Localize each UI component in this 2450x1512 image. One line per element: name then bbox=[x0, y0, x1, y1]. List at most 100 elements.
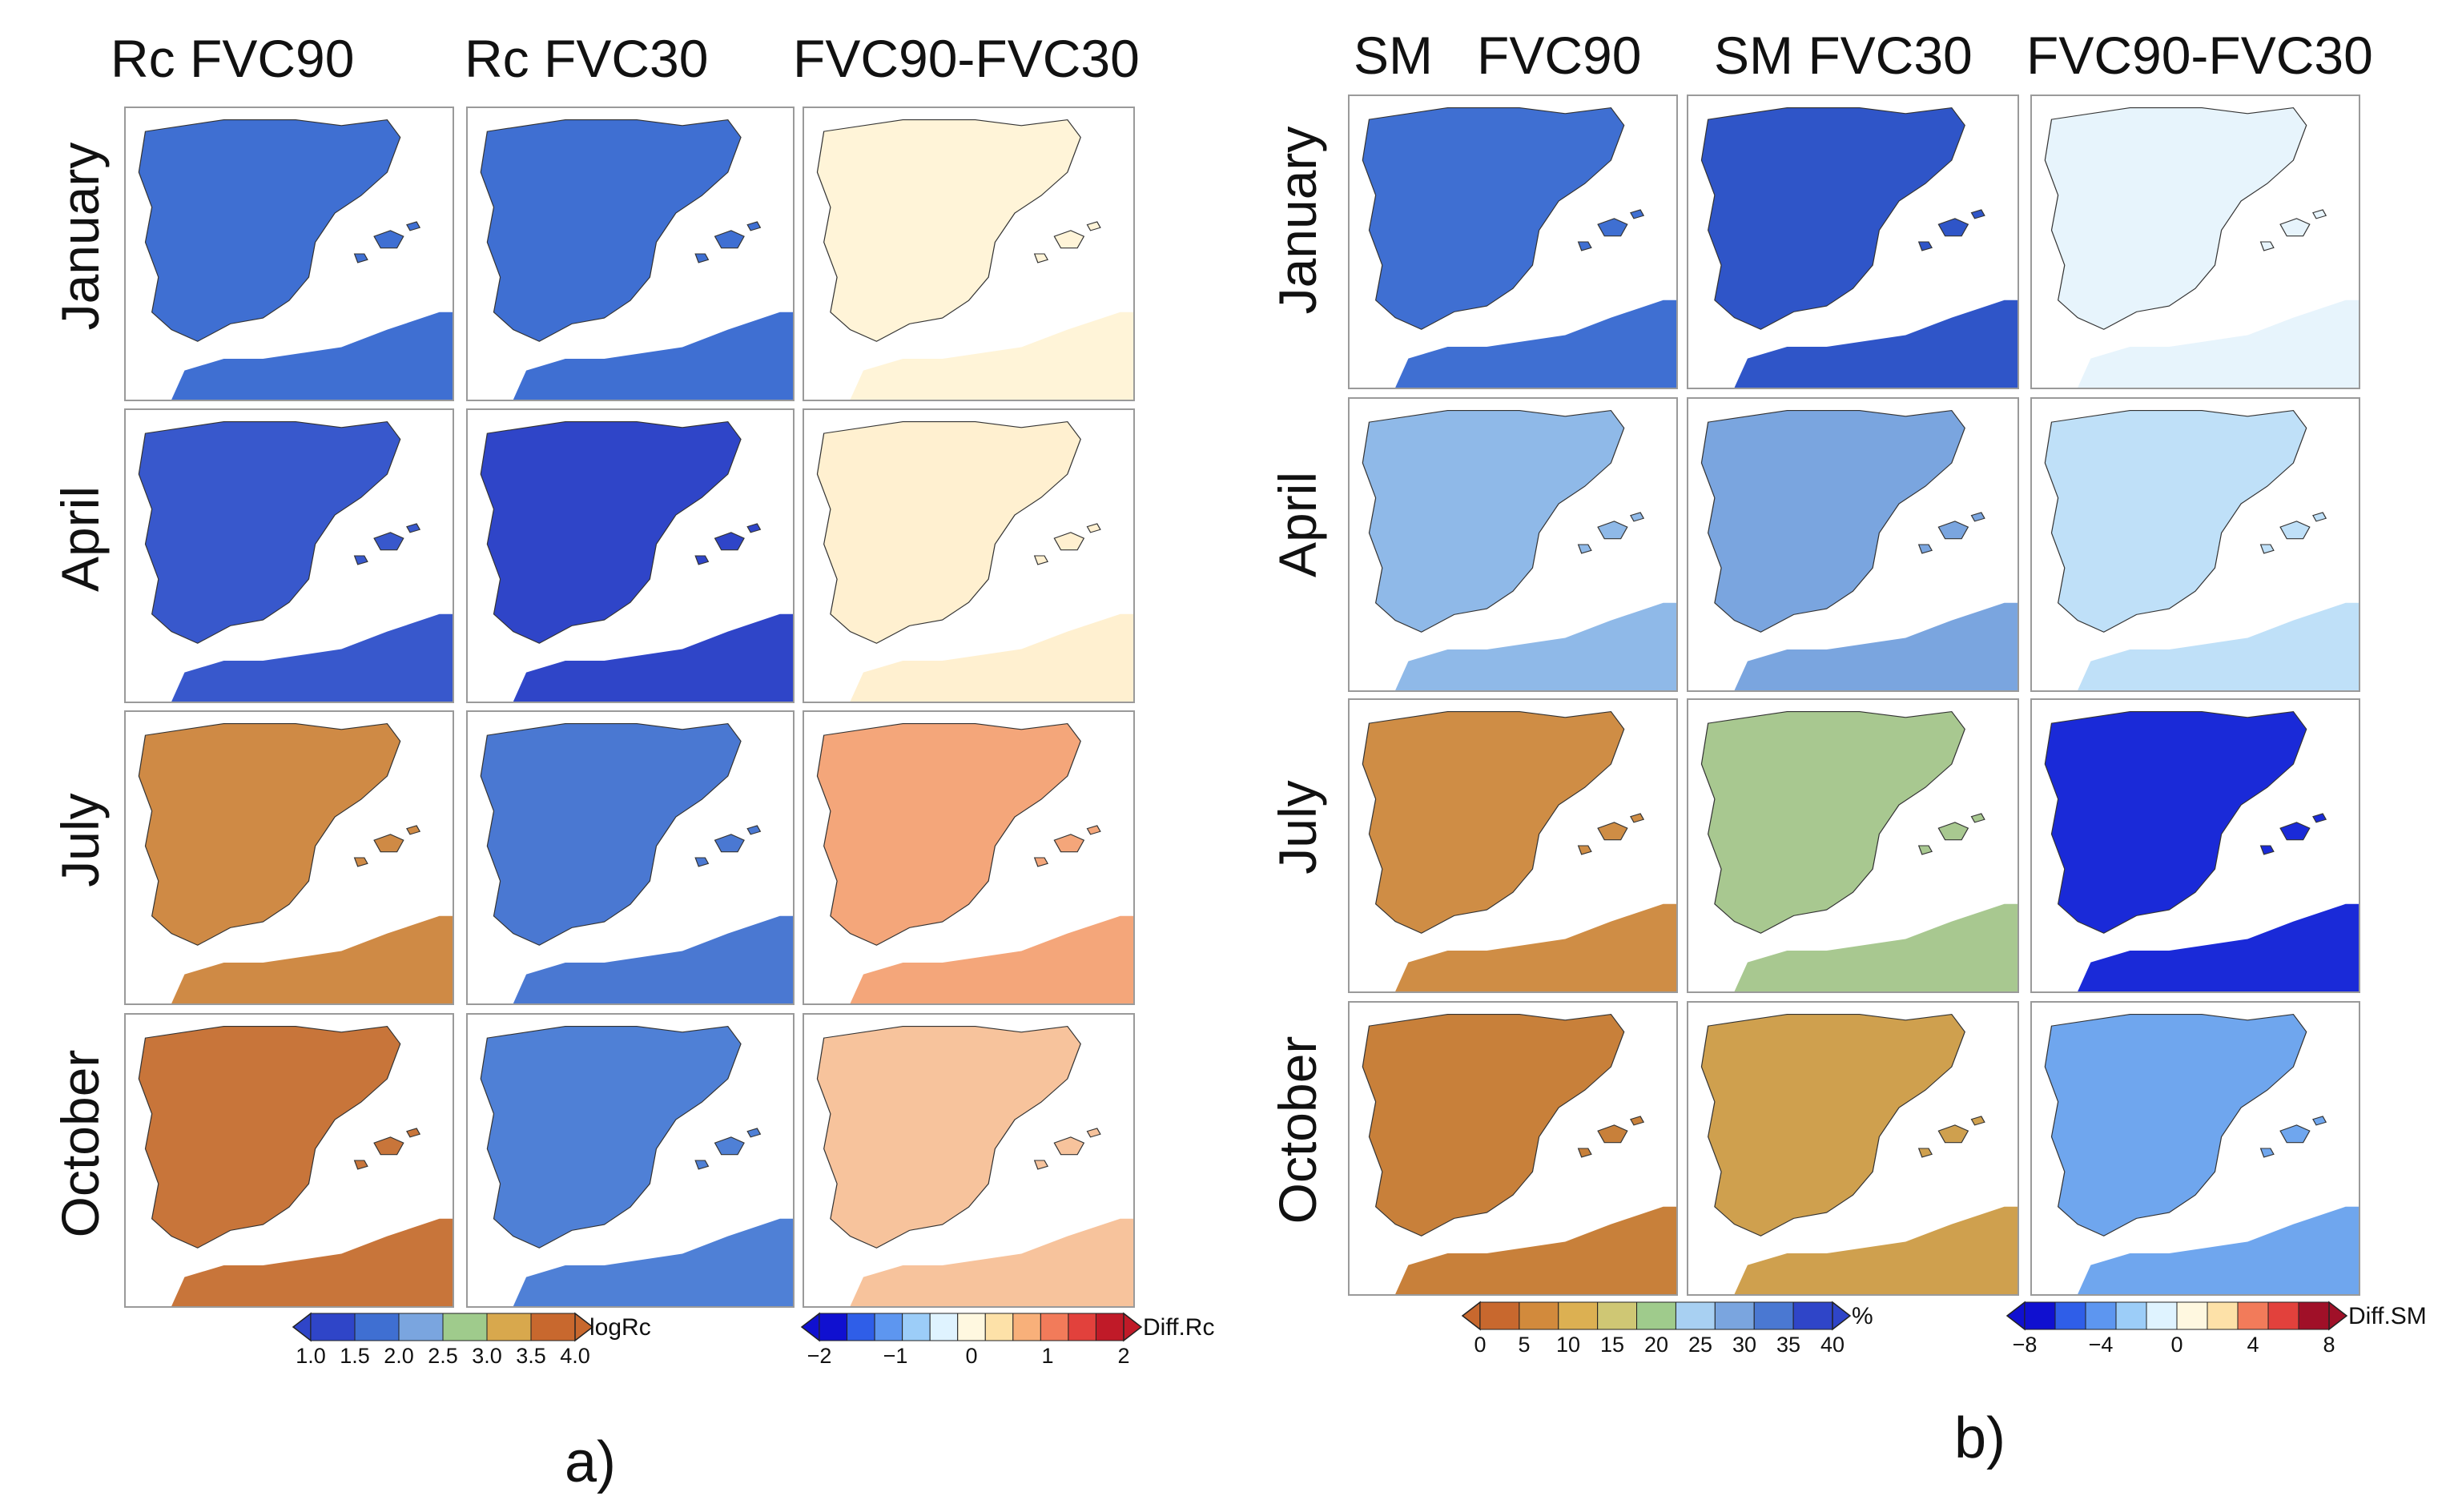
island-2 bbox=[1033, 253, 1049, 263]
africa-region bbox=[171, 613, 453, 702]
col-title-a-3: FVC90-FVC30 bbox=[793, 29, 1140, 88]
colorbar-tick-label: 0 bbox=[1474, 1333, 1486, 1357]
colorbar-tick-label: 4 bbox=[2247, 1333, 2259, 1357]
island-1 bbox=[373, 1136, 404, 1156]
colorbar-tick-label: 3.5 bbox=[516, 1344, 546, 1368]
colorbar-segment bbox=[2207, 1301, 2239, 1330]
map-panel-b-r1-c3 bbox=[2030, 94, 2360, 389]
iberia-region bbox=[138, 722, 401, 946]
island-3 bbox=[1970, 512, 1985, 522]
colorbar-segment bbox=[398, 1313, 444, 1341]
island-1 bbox=[1053, 230, 1085, 249]
island-3 bbox=[1630, 1116, 1645, 1126]
iberia-region bbox=[1362, 409, 1625, 633]
colorbar-segment bbox=[1012, 1313, 1041, 1341]
map-panel-b-r4-c3 bbox=[2030, 1001, 2360, 1296]
iberia-region bbox=[480, 722, 742, 946]
colorbar-segment bbox=[354, 1313, 400, 1341]
africa-region bbox=[2078, 300, 2359, 388]
island-1 bbox=[2279, 822, 2311, 841]
col-title-b-1: SM FVC90 bbox=[1354, 26, 1642, 85]
map-panel-b-r1-c2 bbox=[1687, 94, 2019, 389]
map-panel-a-r4-c2 bbox=[466, 1013, 795, 1308]
iberia-region bbox=[1700, 409, 1965, 633]
iberia-region bbox=[816, 420, 1081, 644]
colorbar-segment bbox=[1792, 1301, 1833, 1330]
iberia-region bbox=[2044, 710, 2307, 934]
colorbar-tick-label: 40 bbox=[1820, 1333, 1845, 1357]
map-panel-b-r4-c2 bbox=[1687, 1001, 2019, 1296]
colorbar-tick-label: −8 bbox=[2013, 1333, 2038, 1357]
colorbar-segment bbox=[1597, 1301, 1638, 1330]
col-title-b-3: FVC90-FVC30 bbox=[2026, 26, 2373, 85]
africa-region bbox=[513, 613, 793, 702]
map-panel-a-r3-c1 bbox=[124, 710, 454, 1005]
colorbar-segment bbox=[2024, 1301, 2056, 1330]
colorbar-tick-label: −1 bbox=[883, 1344, 908, 1368]
island-2 bbox=[1033, 1160, 1049, 1170]
island-1 bbox=[2279, 521, 2311, 540]
colorbar-segment bbox=[957, 1313, 986, 1341]
colorbar-segment bbox=[2115, 1301, 2147, 1330]
iberia-region bbox=[816, 1025, 1081, 1249]
island-3 bbox=[746, 825, 762, 835]
colorbar-tick-label: 2.5 bbox=[428, 1344, 458, 1368]
island-1 bbox=[2279, 218, 2311, 237]
map-panel-b-r2-c2 bbox=[1687, 397, 2019, 692]
iberia-region bbox=[816, 119, 1081, 342]
island-2 bbox=[1033, 857, 1049, 867]
africa-region bbox=[1734, 602, 2018, 690]
colorbar-extend-low bbox=[292, 1312, 312, 1342]
map-panel-b-r3-c2 bbox=[1687, 698, 2019, 993]
colorbar-segment bbox=[2085, 1301, 2117, 1330]
island-3 bbox=[2312, 512, 2327, 522]
island-2 bbox=[2259, 544, 2275, 554]
map-panel-a-r3-c3 bbox=[803, 710, 1135, 1005]
colorbar-extend-low bbox=[2005, 1301, 2026, 1331]
africa-region bbox=[850, 312, 1133, 400]
africa-region bbox=[850, 613, 1133, 702]
colorbar-segment bbox=[530, 1313, 576, 1341]
colorbar-tick-label: 2 bbox=[1117, 1344, 1129, 1368]
colorbar-tick-label: 4.0 bbox=[560, 1344, 590, 1368]
map-panel-b-r1-c1 bbox=[1348, 94, 1678, 389]
map-panel-a-r2-c1 bbox=[124, 408, 454, 703]
colorbar-tick-label: 35 bbox=[1776, 1333, 1800, 1357]
africa-region bbox=[513, 1218, 793, 1306]
africa-region bbox=[513, 915, 793, 1003]
map-panel-b-r3-c1 bbox=[1348, 698, 1678, 993]
colorbar-segment bbox=[1636, 1301, 1676, 1330]
iberia-region bbox=[1700, 1013, 1965, 1237]
africa-region bbox=[513, 312, 793, 400]
island-1 bbox=[1053, 834, 1085, 853]
island-3 bbox=[1630, 209, 1645, 219]
row-label-a-october: October bbox=[50, 1049, 110, 1238]
island-1 bbox=[714, 230, 745, 249]
island-2 bbox=[353, 253, 368, 263]
island-1 bbox=[373, 834, 404, 853]
island-3 bbox=[1970, 1116, 1985, 1126]
iberia-region bbox=[480, 1025, 742, 1249]
colorbar-extend-high bbox=[1123, 1312, 1143, 1342]
island-2 bbox=[2259, 1148, 2275, 1158]
map-panel-b-r2-c3 bbox=[2030, 397, 2360, 692]
map-panel-b-r2-c1 bbox=[1348, 397, 1678, 692]
island-3 bbox=[2312, 209, 2327, 219]
colorbar-logrc: 1.0 1.5 2.0 2.5 3.0 3.5 4.0 logRc bbox=[288, 1310, 657, 1374]
map-panel-a-r2-c3 bbox=[803, 408, 1135, 703]
colorbar-segment bbox=[1095, 1313, 1124, 1341]
colorbar-tick-label: 3.0 bbox=[472, 1344, 502, 1368]
colorbar-tick-label: 10 bbox=[1556, 1333, 1580, 1357]
colorbar-tick-label: −2 bbox=[807, 1344, 832, 1368]
island-3 bbox=[406, 1128, 421, 1138]
island-2 bbox=[694, 1160, 710, 1170]
iberia-region bbox=[480, 119, 742, 342]
africa-region bbox=[2078, 1206, 2359, 1294]
island-1 bbox=[1597, 521, 1628, 540]
island-2 bbox=[353, 555, 368, 565]
colorbar-segment bbox=[1714, 1301, 1755, 1330]
island-3 bbox=[746, 1128, 762, 1138]
colorbar-segment bbox=[1479, 1301, 1520, 1330]
col-title-a-1: Rc FVC90 bbox=[111, 29, 355, 88]
island-1 bbox=[714, 834, 745, 853]
